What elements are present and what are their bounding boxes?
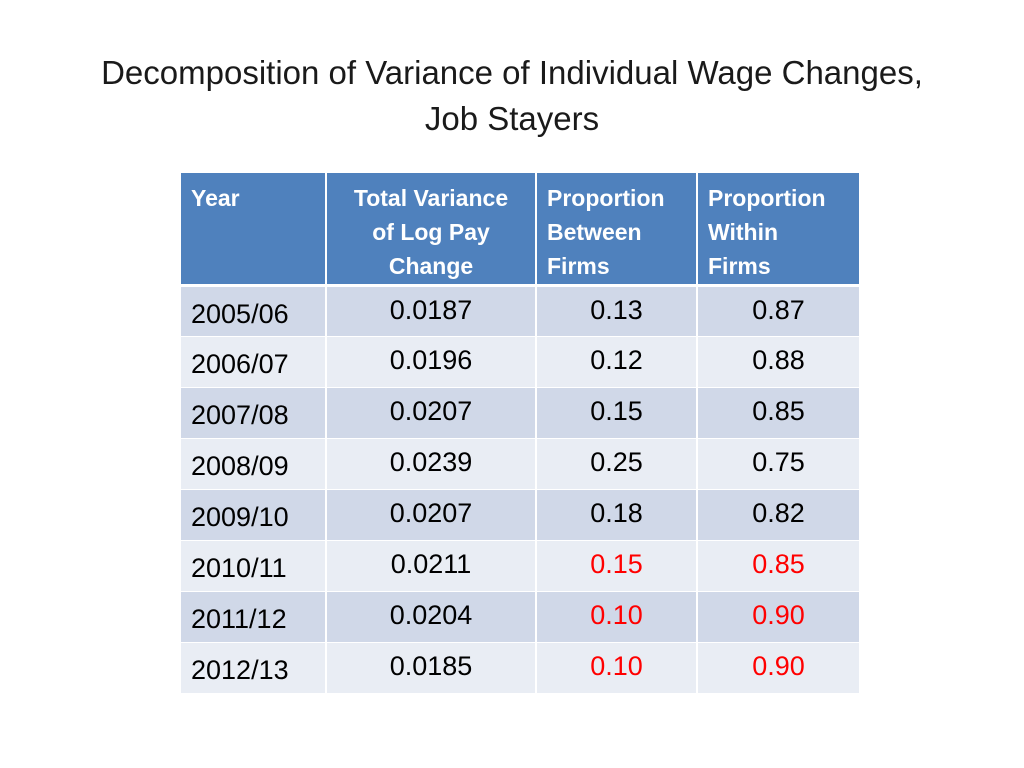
header-within-line: Within bbox=[708, 219, 779, 245]
total-variance-cell: 0.0187 bbox=[326, 285, 537, 337]
title-line-1: Decomposition of Variance of Individual … bbox=[101, 54, 923, 91]
year-cell: 2011/12 bbox=[181, 591, 327, 643]
header-year: Year bbox=[181, 173, 327, 287]
variance-table: Year Total Variance of Log Pay Change Pr… bbox=[181, 173, 859, 694]
table-row: 2009/10 0.0207 0.18 0.82 bbox=[181, 489, 859, 541]
table-row: 2006/07 0.0196 0.12 0.88 bbox=[181, 336, 859, 388]
header-total-line: of Log Pay bbox=[372, 219, 490, 245]
within-cell-highlighted: 0.90 bbox=[697, 642, 859, 694]
total-variance-cell: 0.0207 bbox=[326, 489, 537, 541]
slide-title: Decomposition of Variance of Individual … bbox=[0, 50, 1024, 142]
between-cell-highlighted: 0.10 bbox=[536, 642, 698, 694]
total-variance-cell: 0.0185 bbox=[326, 642, 537, 694]
total-variance-cell: 0.0204 bbox=[326, 591, 537, 643]
year-cell: 2005/06 bbox=[181, 285, 327, 337]
header-total-variance: Total Variance of Log Pay Change bbox=[326, 173, 537, 287]
within-cell-highlighted: 0.90 bbox=[697, 591, 859, 643]
table-row: 2005/06 0.0187 0.13 0.87 bbox=[181, 285, 859, 337]
header-between-line: Between bbox=[547, 219, 642, 245]
year-cell: 2008/09 bbox=[181, 438, 327, 490]
between-cell: 0.12 bbox=[536, 336, 698, 388]
total-variance-cell: 0.0211 bbox=[326, 540, 537, 592]
within-cell-highlighted: 0.85 bbox=[697, 540, 859, 592]
table-row: 2007/08 0.0207 0.15 0.85 bbox=[181, 387, 859, 439]
within-cell: 0.88 bbox=[697, 336, 859, 388]
header-within-line: Proportion bbox=[708, 185, 826, 211]
title-line-2: Job Stayers bbox=[424, 100, 600, 137]
between-cell: 0.18 bbox=[536, 489, 698, 541]
header-between-line: Proportion bbox=[547, 185, 665, 211]
between-cell: 0.13 bbox=[536, 285, 698, 337]
year-cell: 2009/10 bbox=[181, 489, 327, 541]
within-cell: 0.85 bbox=[697, 387, 859, 439]
year-cell: 2012/13 bbox=[181, 642, 327, 694]
within-cell: 0.82 bbox=[697, 489, 859, 541]
total-variance-cell: 0.0196 bbox=[326, 336, 537, 388]
header-proportion-within: Proportion Within Firms bbox=[697, 173, 859, 287]
total-variance-cell: 0.0207 bbox=[326, 387, 537, 439]
table-header-row: Year Total Variance of Log Pay Change Pr… bbox=[181, 173, 859, 287]
header-proportion-between: Proportion Between Firms bbox=[536, 173, 698, 287]
year-cell: 2006/07 bbox=[181, 336, 327, 388]
header-within-line: Firms bbox=[708, 253, 771, 279]
table-row: 2010/11 0.0211 0.15 0.85 bbox=[181, 540, 859, 592]
between-cell-highlighted: 0.10 bbox=[536, 591, 698, 643]
total-variance-cell: 0.0239 bbox=[326, 438, 537, 490]
header-year-label: Year bbox=[191, 185, 240, 211]
between-cell: 0.15 bbox=[536, 387, 698, 439]
between-cell: 0.25 bbox=[536, 438, 698, 490]
year-cell: 2010/11 bbox=[181, 540, 327, 592]
table-row: 2012/13 0.0185 0.10 0.90 bbox=[181, 642, 859, 694]
between-cell-highlighted: 0.15 bbox=[536, 540, 698, 592]
within-cell: 0.87 bbox=[697, 285, 859, 337]
year-cell: 2007/08 bbox=[181, 387, 327, 439]
header-between-line: Firms bbox=[547, 253, 610, 279]
header-total-line: Change bbox=[388, 253, 474, 279]
header-total-line: Total Variance bbox=[353, 185, 509, 211]
table-row: 2008/09 0.0239 0.25 0.75 bbox=[181, 438, 859, 490]
within-cell: 0.75 bbox=[697, 438, 859, 490]
table-row: 2011/12 0.0204 0.10 0.90 bbox=[181, 591, 859, 643]
